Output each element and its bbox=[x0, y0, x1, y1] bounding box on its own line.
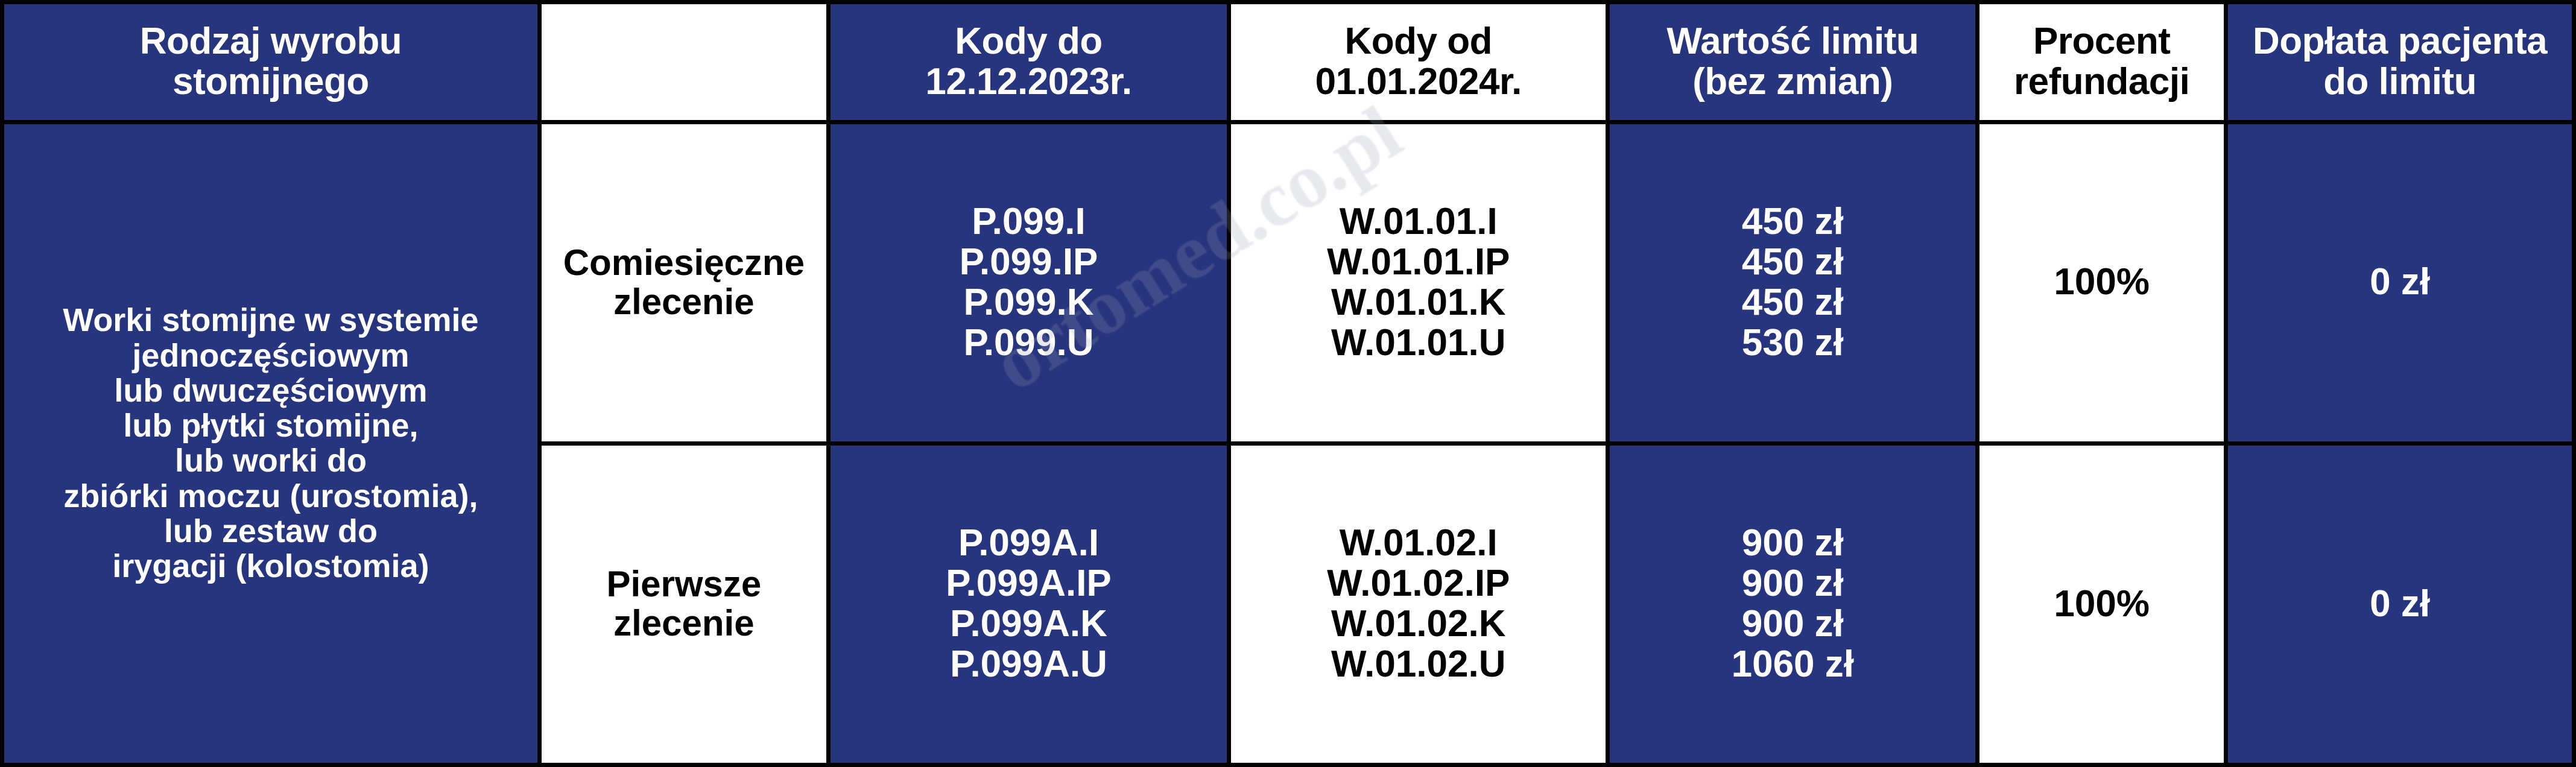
limit-row1-3: 450 zł bbox=[1741, 281, 1844, 323]
column-header-patient-copay: Dopłata pacjenta do limitu bbox=[2224, 0, 2576, 124]
column-header-codes-until: Kody do 12.12.2023r. bbox=[826, 0, 1232, 124]
column-header-refund-percent: Procent refundacji bbox=[1975, 0, 2229, 124]
column-header-product-type-line-1: Rodzaj wyrobu bbox=[139, 21, 402, 63]
limit-row1-2: 450 zł bbox=[1741, 241, 1844, 283]
product-line-4: lub płytki stomijne, bbox=[123, 408, 419, 444]
code-until-row2-1: P.099A.I bbox=[958, 522, 1100, 564]
column-header-refund-percent-line-1: Procent bbox=[2033, 21, 2171, 63]
cell-limit-value-row2: 900 zł 900 zł 900 zł 1060 zł bbox=[1606, 441, 1980, 767]
cell-limit-value-row1: 450 zł 450 zł 450 zł 530 zł bbox=[1606, 119, 1980, 446]
cell-patient-copay-row2: 0 zł bbox=[2224, 441, 2576, 767]
cell-codes-from-row1: W.01.01.I W.01.01.IP W.01.01.K W.01.01.U bbox=[1227, 119, 1610, 446]
product-line-1: Worki stomijne w systemie bbox=[63, 302, 479, 339]
table-header-row: Rodzaj wyrobu stomijnego Kody do 12.12.2… bbox=[0, 0, 2576, 124]
limit-row2-2: 900 zł bbox=[1741, 563, 1844, 605]
code-until-row2-3: P.099A.K bbox=[950, 602, 1107, 645]
code-from-row2-3: W.01.02.K bbox=[1331, 602, 1506, 645]
column-header-limit-value: Wartość limitu (bez zmian) bbox=[1606, 0, 1980, 124]
column-header-order-type bbox=[537, 0, 831, 124]
column-header-codes-until-line-1: Kody do bbox=[955, 21, 1103, 63]
cell-order-type-row1: Comiesięczne zlecenie bbox=[537, 119, 831, 446]
column-header-product-type: Rodzaj wyrobu stomijnego bbox=[0, 0, 542, 124]
table-row: Pierwsze zlecenie P.099A.I P.099A.IP P.0… bbox=[2, 441, 2576, 767]
cell-order-type-row2: Pierwsze zlecenie bbox=[537, 441, 831, 767]
code-until-row1-4: P.099.U bbox=[963, 321, 1094, 364]
code-until-row1-3: P.099.K bbox=[963, 281, 1094, 323]
code-until-row2-2: P.099A.IP bbox=[946, 563, 1112, 605]
cell-codes-until-row2: P.099A.I P.099A.IP P.099A.K P.099A.U bbox=[826, 441, 1232, 767]
column-header-refund-percent-line-2: refundacji bbox=[2014, 60, 2190, 103]
code-from-row1-3: W.01.01.K bbox=[1331, 281, 1506, 323]
cell-patient-copay-row1: 0 zł bbox=[2224, 119, 2576, 446]
code-until-row1-1: P.099.I bbox=[972, 201, 1086, 243]
column-header-product-type-line-2: stomijnego bbox=[172, 60, 369, 103]
limit-row2-4: 1060 zł bbox=[1731, 643, 1854, 685]
product-line-2: jednoczęściowym bbox=[132, 337, 410, 374]
cell-codes-until-row1: P.099.I P.099.IP P.099.K P.099.U bbox=[826, 119, 1232, 446]
limit-row1-1: 450 zł bbox=[1741, 201, 1844, 243]
product-line-5: lub worki do bbox=[174, 443, 367, 479]
column-header-patient-copay-line-2: do limitu bbox=[2323, 60, 2476, 103]
cell-refund-percent-row1: 100% bbox=[1975, 119, 2229, 446]
product-line-7: lub zestaw do bbox=[163, 513, 378, 550]
code-until-row2-4: P.099A.U bbox=[950, 643, 1107, 685]
cell-refund-percent-row2: 100% bbox=[1975, 441, 2229, 767]
code-from-row2-4: W.01.02.U bbox=[1331, 643, 1506, 685]
column-header-limit-value-line-1: Wartość limitu bbox=[1666, 21, 1919, 63]
order-type-row2-line-2: zlecenie bbox=[613, 602, 755, 643]
cell-codes-from-row2: W.01.02.I W.01.02.IP W.01.02.K W.01.02.U bbox=[1227, 441, 1610, 767]
limit-row2-1: 900 zł bbox=[1741, 522, 1844, 564]
column-header-codes-from-line-2: 01.01.2024r. bbox=[1315, 60, 1522, 103]
product-line-6: zbiórki moczu (urostomia), bbox=[63, 478, 478, 514]
limit-row1-4: 530 zł bbox=[1741, 321, 1844, 364]
product-line-8: irygacji (kolostomia) bbox=[112, 548, 429, 585]
code-from-row1-1: W.01.01.I bbox=[1339, 201, 1498, 243]
column-header-codes-from-line-1: Kody od bbox=[1344, 21, 1493, 63]
code-from-row1-2: W.01.01.IP bbox=[1327, 241, 1510, 283]
column-header-codes-from: Kody od 01.01.2024r. bbox=[1227, 0, 1610, 124]
code-from-row2-1: W.01.02.I bbox=[1339, 522, 1498, 564]
column-header-limit-value-line-2: (bez zmian) bbox=[1692, 60, 1893, 103]
cell-product-type: Worki stomijne w systemie jednoczęściowy… bbox=[0, 119, 542, 767]
column-header-patient-copay-line-1: Dopłata pacjenta bbox=[2253, 21, 2548, 63]
code-from-row2-2: W.01.02.IP bbox=[1327, 563, 1510, 605]
code-until-row1-2: P.099.IP bbox=[959, 241, 1098, 283]
order-type-row1-line-1: Comiesięczne bbox=[563, 242, 805, 283]
limit-row2-3: 900 zł bbox=[1741, 602, 1844, 645]
table-row: Worki stomijne w systemie jednoczęściowy… bbox=[0, 119, 2576, 767]
order-type-row2-line-1: Pierwsze bbox=[606, 564, 762, 605]
column-header-codes-until-line-2: 12.12.2023r. bbox=[925, 60, 1132, 103]
order-type-row1-line-2: zlecenie bbox=[613, 281, 755, 322]
code-from-row1-4: W.01.01.U bbox=[1331, 321, 1506, 364]
product-line-3: lub dwuczęściowym bbox=[114, 372, 428, 409]
